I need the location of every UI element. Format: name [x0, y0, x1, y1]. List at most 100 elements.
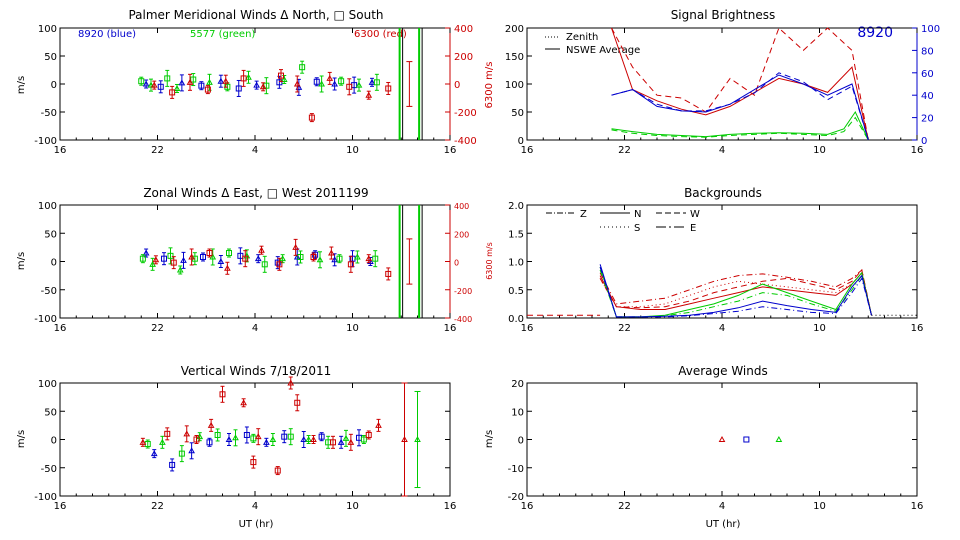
vert-y-tick-label: 100	[38, 379, 57, 390]
legend-w-label: W	[690, 209, 700, 220]
vert-x-tick-label: 16	[444, 501, 457, 512]
vert-point-triangle	[337, 438, 345, 445]
merid-point-triangle	[142, 80, 150, 87]
vert-point-square	[274, 467, 281, 474]
vert-x-tick-label: 10	[346, 501, 359, 512]
zonal-point-triangle	[254, 255, 262, 262]
backgrounds-title: Backgrounds	[684, 186, 762, 200]
zonal-point-square	[276, 261, 283, 268]
vertical-xlabel: UT (hr)	[239, 519, 274, 530]
vert-point-triangle	[183, 430, 191, 437]
legend-s-label: S	[634, 223, 640, 234]
bg-y-tick-label: 1.5	[508, 229, 524, 240]
merid-point-triangle	[147, 81, 155, 88]
zonal-x-tick-label: 16	[54, 323, 67, 334]
bright-y-tick-label: 200	[505, 24, 524, 35]
merid-point-square	[204, 86, 211, 93]
merid-point-triangle	[206, 78, 213, 85]
merid-point-square	[373, 79, 380, 86]
avg-y-tick-label: -20	[508, 492, 524, 503]
vert-point-triangle	[240, 399, 247, 406]
vert-point-square	[214, 431, 221, 438]
zonal-ylabel-right: 6300 m/s	[485, 242, 494, 280]
vert-point-triangle	[269, 435, 277, 442]
vert-point-square	[365, 431, 372, 438]
legend-6300-red: 6300 (red)	[354, 29, 407, 40]
avg-x-tick-label: 16	[911, 501, 924, 512]
zonal-point-triangle	[176, 266, 184, 273]
merid-point-triangle	[331, 80, 338, 87]
vert-point-triangle	[287, 379, 295, 386]
bright-y2-tick-label: 0	[921, 136, 927, 147]
merid-y2-tick-label: 0	[454, 80, 460, 91]
bright-series-line	[611, 27, 869, 141]
bright-y2-tick-label: 60	[921, 69, 934, 80]
vert-point-square	[169, 461, 176, 468]
bg-series-line	[599, 269, 872, 316]
vert-point-square	[360, 436, 367, 443]
merid-point-triangle	[259, 83, 267, 90]
vert-x-tick-label: 22	[151, 501, 164, 512]
zonal-point-triangle	[224, 264, 231, 271]
avg-point-triangle	[718, 435, 726, 442]
zonal-y2-tick-label: -200	[454, 287, 472, 296]
avg-y-tick-label: -10	[508, 464, 524, 475]
vert-point-square	[206, 439, 213, 446]
zonal-y-tick-label: -100	[34, 314, 57, 325]
bg-series-line	[599, 268, 872, 316]
zonal-y2-tick-label: 0	[454, 259, 459, 268]
bright-series-line	[611, 116, 869, 141]
zonal-point-triangle	[142, 249, 150, 256]
merid-y-tick-label: 50	[44, 52, 57, 63]
vert-point-triangle	[159, 438, 166, 445]
zonal-y2-tick-label: 200	[454, 230, 469, 239]
zonal-point-square	[170, 259, 177, 266]
vert-y-tick-label: -100	[34, 492, 57, 503]
vert-big-errorbar-marker	[414, 435, 421, 442]
vert-point-triangle	[232, 434, 239, 441]
merid-point-triangle	[178, 79, 186, 86]
zonal-ylabel: m/s	[16, 252, 27, 270]
vert-point-square	[287, 433, 294, 440]
vert-big-errorbar-marker	[401, 435, 408, 442]
zonal-point-square	[347, 261, 354, 268]
legend-z-label: Z	[580, 209, 587, 220]
bright-x-tick-label: 22	[618, 145, 631, 156]
legend-8920-blue: 8920 (blue)	[78, 29, 136, 40]
merid-point-square	[278, 72, 284, 79]
bright-x-tick-label: 16	[911, 145, 924, 156]
vert-point-triangle	[196, 433, 204, 440]
zonal-y2-tick-label: -400	[454, 315, 472, 324]
zonal-point-square	[385, 270, 392, 277]
zonal-point-square	[167, 252, 174, 259]
merid-point-triangle	[326, 74, 334, 81]
brightness-title: Signal Brightness	[671, 8, 776, 22]
merid-point-square	[138, 78, 145, 85]
zonal-point-square	[139, 255, 146, 262]
vertical-ylabel: m/s	[16, 430, 27, 448]
bg-y-tick-label: 2.0	[508, 201, 524, 212]
bg-y-tick-label: 0.5	[508, 286, 524, 297]
merid-point-triangle	[217, 77, 225, 84]
zonal-point-square	[336, 255, 343, 262]
merid-y-tick-label: 100	[38, 24, 57, 35]
merid-point-square	[276, 79, 283, 86]
zonal-y-tick-label: 100	[38, 201, 57, 212]
bright-y2-tick-label: 20	[921, 114, 934, 125]
vert-point-triangle	[139, 438, 147, 445]
vert-point-square	[164, 430, 171, 437]
average-winds-panel: Average Winds m/s UT (hr) 16 22 4 10 16 20 10 0…	[484, 364, 923, 530]
zonal-y-tick-label: 0	[51, 258, 57, 269]
merid-point-square	[190, 76, 197, 83]
bright-y-tick-label: 50	[511, 108, 524, 119]
merid-point-triangle	[186, 78, 194, 85]
bright-x-tick-label: 10	[813, 145, 826, 156]
avg-y-tick-label: 20	[511, 379, 524, 390]
merid-point-triangle	[355, 81, 363, 88]
merid-x-tick-label: 16	[54, 145, 67, 156]
vert-x-tick-label: 4	[252, 501, 258, 512]
legend-n-label: N	[634, 209, 641, 220]
merid-y-tick-label: -50	[41, 108, 57, 119]
meridional-ylabel: m/s	[16, 76, 27, 94]
